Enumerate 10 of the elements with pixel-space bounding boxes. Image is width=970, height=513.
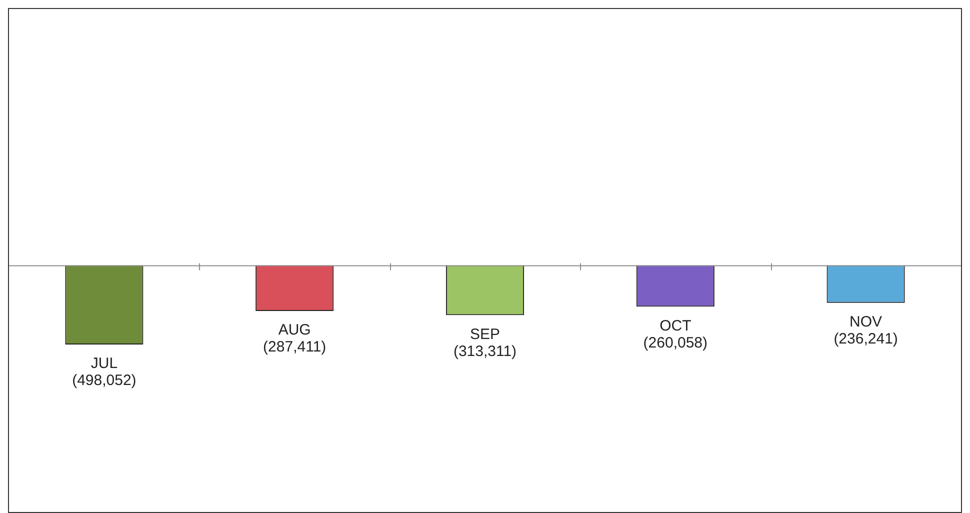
x-tick-label: NOV <box>850 314 882 331</box>
x-tick-label: AUG <box>278 322 311 339</box>
data-label: (236,241) <box>834 330 898 348</box>
data-label: (313,311) <box>453 342 517 360</box>
x-tick-label: OCT <box>660 317 692 334</box>
x-tick-label: JUL <box>90 355 118 372</box>
x-tick-label: SEP <box>470 326 500 343</box>
data-label: (498,052) <box>72 372 136 390</box>
data-label: (260,058) <box>643 334 708 352</box>
data-label: (287,411) <box>263 338 326 356</box>
